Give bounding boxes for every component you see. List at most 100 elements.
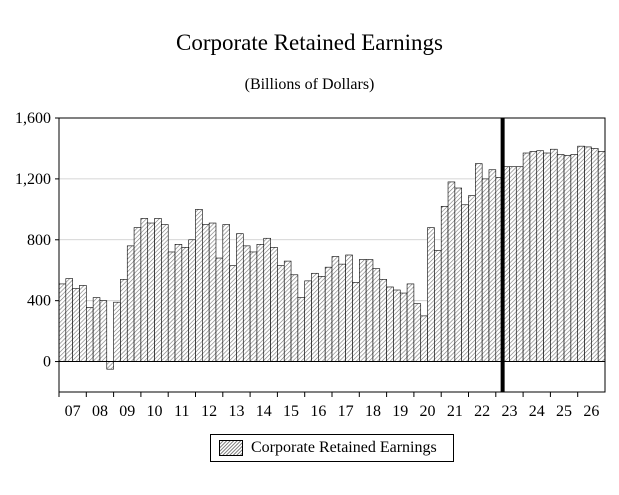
bar <box>58 283 67 362</box>
bar <box>420 315 428 362</box>
bar <box>522 152 531 362</box>
legend-label: Corporate Retained Earnings <box>251 439 437 456</box>
x-tick-label: 11 <box>174 403 189 420</box>
bar <box>270 247 278 362</box>
bar <box>536 150 544 362</box>
bar <box>597 151 606 362</box>
bar <box>434 250 442 362</box>
bar <box>556 154 565 362</box>
bar <box>174 244 183 362</box>
bar <box>440 205 449 362</box>
bar <box>126 245 135 362</box>
bar <box>202 224 210 362</box>
bar <box>318 276 326 362</box>
bar <box>550 148 558 362</box>
bar <box>208 222 217 362</box>
bar <box>72 288 80 362</box>
bar <box>147 222 155 362</box>
bar <box>454 187 462 362</box>
bars <box>58 145 606 370</box>
chart-subtitle: (Billions of Dollars) <box>244 76 375 93</box>
bar <box>372 268 381 362</box>
bar <box>543 152 551 362</box>
bar <box>304 280 312 362</box>
bar <box>386 286 394 362</box>
x-tick-label: 13 <box>228 403 244 420</box>
bar <box>92 297 101 362</box>
bar <box>338 263 346 362</box>
bar <box>529 151 538 362</box>
legend: Corporate Retained Earnings <box>210 434 454 462</box>
bar <box>65 278 73 362</box>
bar <box>570 154 579 362</box>
bar <box>161 224 169 362</box>
bar <box>140 218 149 362</box>
bar <box>215 257 224 362</box>
x-tick-label: 23 <box>501 403 517 420</box>
x-tick-label: 19 <box>392 403 408 420</box>
bar <box>563 154 572 362</box>
bar <box>188 239 196 362</box>
x-tick-label: 24 <box>529 403 545 420</box>
bar <box>481 178 490 362</box>
x-tick-label: 20 <box>420 403 436 420</box>
bar <box>277 265 285 362</box>
bar <box>331 256 340 362</box>
bar <box>113 301 121 362</box>
bar <box>358 259 367 362</box>
y-tick-label: 400 <box>27 293 51 310</box>
bar <box>79 285 87 362</box>
bar <box>181 247 189 362</box>
x-tick-label: 07 <box>65 403 81 420</box>
x-tick-label: 09 <box>119 403 135 420</box>
bar <box>242 245 251 362</box>
y-tick-label: 1,200 <box>15 171 51 188</box>
bar <box>297 297 306 362</box>
x-tick-label: 25 <box>556 403 572 420</box>
x-tick-label: 18 <box>365 403 381 420</box>
bar <box>468 195 476 362</box>
bar <box>345 254 353 362</box>
bar <box>167 251 176 362</box>
x-tick-label: 16 <box>310 403 326 420</box>
bar <box>352 282 360 362</box>
bar <box>413 303 422 362</box>
legend-swatch <box>219 440 243 456</box>
bar <box>236 233 244 362</box>
bar <box>584 146 592 362</box>
bar <box>365 259 374 362</box>
bar <box>427 227 435 362</box>
chart-title: Corporate Retained Earnings <box>176 30 443 55</box>
bar <box>133 227 142 362</box>
tick-labels: 0 400 800 1,200 1,600 07 08 09 10 11 12 13 14 15 16 17 1… <box>15 110 599 420</box>
x-tick-label: 10 <box>147 403 163 420</box>
axes <box>55 117 606 397</box>
bar <box>195 209 203 362</box>
y-tick-label: 800 <box>27 232 51 249</box>
bar <box>263 237 271 362</box>
bar <box>577 145 585 362</box>
bar <box>461 204 469 362</box>
x-tick-label: 22 <box>474 403 490 420</box>
bar <box>283 260 292 362</box>
bar <box>399 292 408 362</box>
x-tick-label: 12 <box>201 403 217 420</box>
x-tick-label: 14 <box>256 403 272 420</box>
x-tick-label: 17 <box>338 403 354 420</box>
bar <box>120 279 128 362</box>
bar <box>475 163 483 362</box>
y-tick-label: 1,600 <box>15 110 51 127</box>
bar <box>488 169 497 362</box>
x-tick-label: 08 <box>92 403 108 420</box>
bar <box>324 266 333 362</box>
bar <box>379 279 387 362</box>
bar <box>515 166 524 362</box>
bar <box>106 361 114 370</box>
bar <box>290 274 299 362</box>
bar <box>406 283 415 362</box>
bar <box>222 224 230 362</box>
bar <box>393 289 401 362</box>
bar <box>154 218 162 362</box>
bar <box>249 251 258 362</box>
